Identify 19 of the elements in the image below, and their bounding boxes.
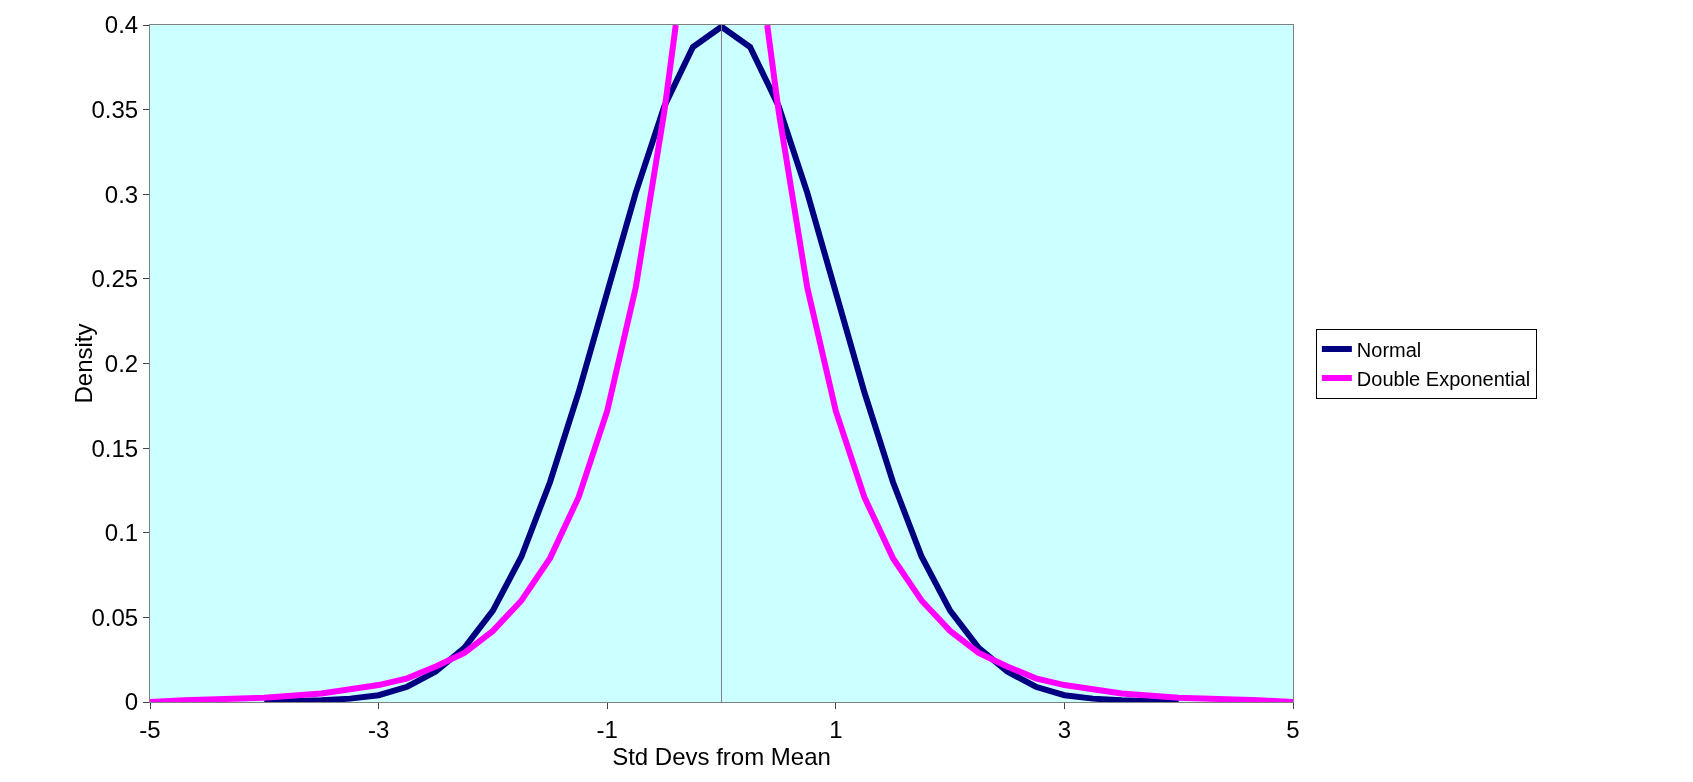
- x-tick-label: -1: [596, 715, 618, 743]
- y-tick-label: 0.15: [91, 434, 139, 462]
- x-tick-label: -3: [367, 715, 390, 743]
- x-tick-label: -5: [139, 715, 161, 743]
- y-tick-label: 0.25: [91, 265, 139, 293]
- x-tick-label: 3: [1057, 715, 1072, 743]
- y-tick-label: 0.1: [104, 519, 139, 547]
- y-tick-label: 0: [124, 688, 139, 716]
- y-tick-label: 0.35: [91, 96, 139, 124]
- y-tick-label: 0.4: [104, 11, 139, 39]
- x-tick-label: 5: [1286, 715, 1300, 743]
- legend-label: Double Exponential: [1356, 367, 1531, 390]
- y-tick-label: 0.2: [104, 349, 139, 377]
- y-tick-label: 0.3: [104, 180, 139, 208]
- y-tick-label: 0.05: [91, 603, 139, 631]
- y-axis-title: Density: [70, 323, 97, 404]
- x-axis-title: Std Devs from Mean: [612, 742, 831, 770]
- legend-label: Normal: [1356, 338, 1422, 361]
- x-tick-label: 1: [829, 715, 843, 743]
